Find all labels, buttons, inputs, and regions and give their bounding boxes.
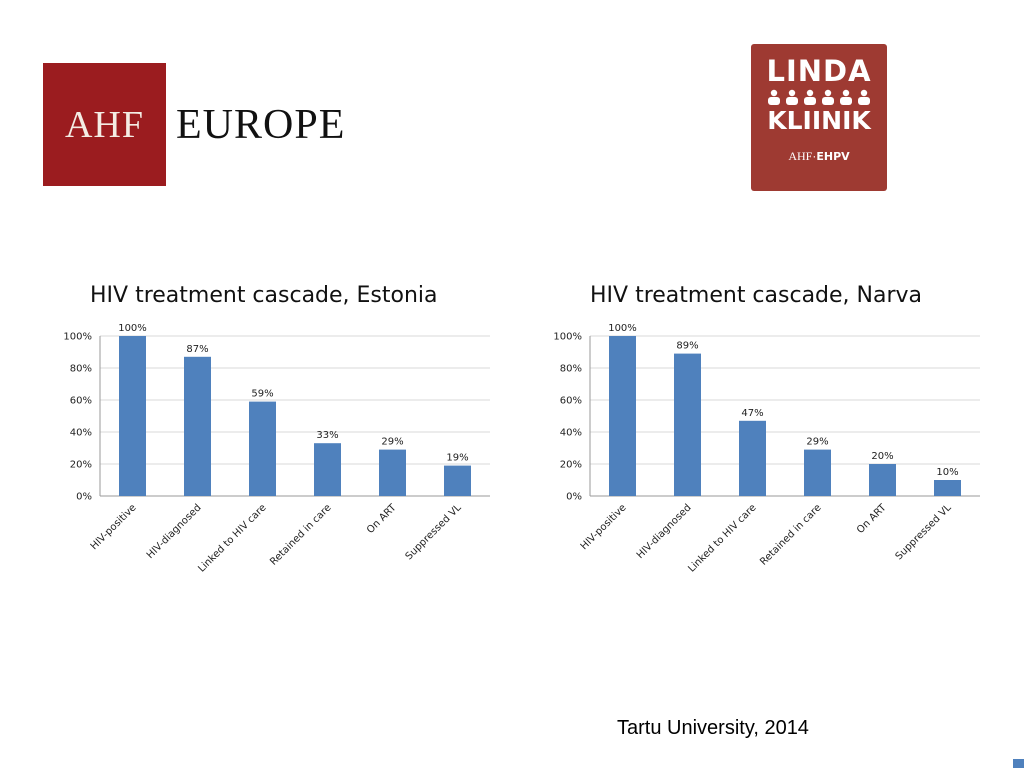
data-label: 47% [741,408,763,419]
y-tick-label: 40% [70,428,92,439]
bar-hiv-positive [609,336,636,496]
data-label: 100% [118,323,147,334]
x-tick-label: Linked to HIV care [686,502,758,574]
x-tick-label: On ART [365,502,399,536]
x-tick-label: HIV-positive [579,502,629,552]
footer-source: Tartu University, 2014 [617,717,809,739]
bar-chart-narva: 0% 20% 40% 60% 80% 100% 100% HIV-positive 89% HIV… [553,323,980,575]
bar-suppressed-vl [444,465,471,496]
bar-hiv-diagnosed [184,356,211,496]
y-tick-label: 20% [560,460,582,471]
bar-on-art [869,464,896,496]
linda-logo-sub: AHF·EHPV [788,149,849,164]
y-tick-label: 0% [566,492,582,503]
x-tick-label: On ART [855,502,889,536]
bar-hiv-positive [119,336,146,496]
x-tick-label: Suppressed VL [404,502,464,562]
bar-retained-in-care [804,449,831,496]
bar-suppressed-vl [934,480,961,496]
bar-linked-to-hiv-care [249,401,276,496]
data-label: 20% [871,451,893,462]
bar-linked-to-hiv-care [739,420,766,496]
linda-logo-sub-b: EHPV [816,150,850,163]
x-tick-label: HIV-diagnosed [145,502,204,561]
y-tick-label: 100% [63,332,92,343]
bar-hiv-diagnosed [674,353,701,496]
y-tick-label: 80% [560,364,582,375]
data-label: 10% [936,467,958,478]
data-label: 33% [316,430,338,441]
ahf-europe-logo: AHF EUROPE [43,63,345,186]
data-label: 89% [676,341,698,352]
linda-logo-line2: KLIINIK [767,106,871,135]
slide-corner-marker [1013,759,1024,768]
linda-logo-sub-sep: · [812,149,817,163]
data-label: 59% [251,389,273,400]
data-label: 29% [381,437,403,448]
y-tick-label: 100% [553,332,582,343]
x-tick-label: Suppressed VL [894,502,954,562]
bar-on-art [379,449,406,496]
linda-kliinik-logo: LINDA KLIINIK AHF·EHPV [751,44,887,191]
bar-chart-estonia: 0% 20% 40% 60% 80% 100% 100% HIV-positive 87% HIV… [63,323,490,575]
data-label: 29% [806,437,828,448]
x-tick-label: Linked to HIV care [196,502,268,574]
data-label: 100% [608,323,637,334]
y-tick-label: 20% [70,460,92,471]
x-tick-label: HIV-diagnosed [635,502,694,561]
data-label: 87% [186,344,208,355]
linda-logo-line1: LINDA [766,54,872,88]
y-tick-label: 60% [560,396,582,407]
chart-title-narva: HIV treatment cascade, Narva [590,283,923,308]
bar-retained-in-care [314,443,341,496]
x-tick-label: HIV-positive [89,502,139,552]
ahf-logo-word: EUROPE [176,101,346,148]
x-tick-label: Retained in care [268,502,333,567]
y-tick-label: 80% [70,364,92,375]
y-tick-label: 40% [560,428,582,439]
chart-title-estonia: HIV treatment cascade, Estonia [90,283,438,308]
data-label: 19% [446,453,468,464]
ahf-logo-box: AHF [43,63,166,186]
people-icon [768,89,870,105]
y-tick-label: 0% [76,492,92,503]
ahf-logo-box-text: AHF [64,103,145,146]
y-tick-label: 60% [70,396,92,407]
x-tick-label: Retained in care [758,502,823,567]
linda-logo-sub-a: AHF [788,149,813,163]
